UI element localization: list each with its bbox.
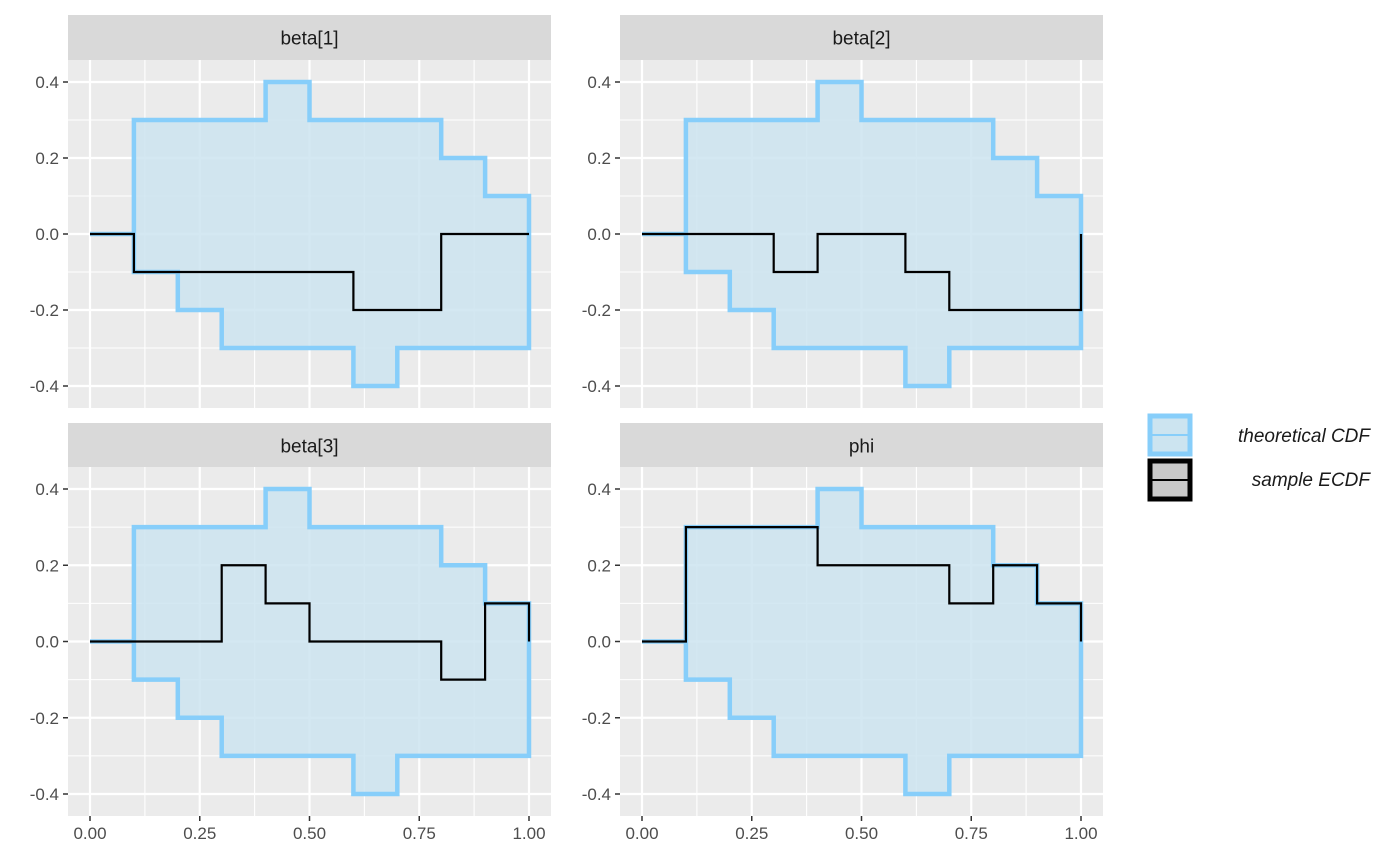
sample-ecdf-line-beta-3 bbox=[90, 564, 531, 681]
sample-ecdf-line-beta-2 bbox=[642, 232, 1083, 312]
strip-beta-2 bbox=[620, 15, 1103, 60]
x-tick-label: 0.00 bbox=[625, 824, 658, 843]
x-tick-label: 0.00 bbox=[73, 824, 106, 843]
panel-beta-1: beta[1] 0.4 0.2 0.0 -0.2 -0.4 bbox=[30, 15, 551, 408]
strip-phi bbox=[620, 423, 1103, 468]
strip-label-beta-3: beta[3] bbox=[280, 437, 338, 458]
x-tick-label: 1.00 bbox=[512, 824, 545, 843]
x-tick-label: 0.50 bbox=[845, 824, 878, 843]
sample-ecdf-line-beta-1 bbox=[90, 232, 529, 312]
y-tick-label: -0.4 bbox=[582, 785, 611, 804]
x-tick-label: 0.50 bbox=[293, 824, 326, 843]
y-tick-label: 0.4 bbox=[35, 480, 59, 499]
x-tick-label: 1.00 bbox=[1064, 824, 1097, 843]
y-tick-label: -0.2 bbox=[582, 709, 611, 728]
theoretical-cdf-band-phi bbox=[642, 486, 1084, 797]
panel-beta-2: beta[2] 0.4 0.2 0.0 -0.2 -0.4 bbox=[582, 15, 1103, 408]
legend-label-theoretical-cdf: theoretical CDF bbox=[1238, 426, 1371, 447]
y-tick-label: -0.2 bbox=[582, 301, 611, 320]
x-tick-label: 0.75 bbox=[955, 824, 988, 843]
legend-item-sample-ecdf: sample ECDF bbox=[1147, 458, 1372, 502]
panel-beta-3: beta[3] 0.4 0.2 0.0 -0.2 -0.4 0.00 0.25 0.50 0.75… bbox=[30, 423, 551, 843]
legend-label-sample-ecdf: sample ECDF bbox=[1252, 470, 1372, 491]
y-tick-label: -0.2 bbox=[30, 301, 59, 320]
y-tick-label: 0.0 bbox=[35, 225, 59, 244]
y-tick-label: 0.2 bbox=[587, 556, 611, 575]
x-tick-label: 0.75 bbox=[403, 824, 436, 843]
y-tick-label: 0.0 bbox=[587, 633, 611, 652]
y-tick-label: -0.4 bbox=[582, 377, 611, 396]
y-tick-label: -0.2 bbox=[30, 709, 59, 728]
y-tick-label: 0.2 bbox=[587, 149, 611, 168]
panels-layer: beta[1] 0.4 0.2 0.0 -0.2 -0.4 beta[2] 0.4 0.2 0.0… bbox=[30, 15, 1103, 843]
strip-label-beta-2: beta[2] bbox=[832, 29, 890, 50]
x-tick-label: 0.25 bbox=[735, 824, 768, 843]
strip-beta-3 bbox=[68, 423, 551, 468]
y-tick-label: 0.0 bbox=[587, 225, 611, 244]
y-tick-label: 0.4 bbox=[587, 73, 611, 92]
x-tick-label: 0.25 bbox=[183, 824, 216, 843]
y-tick-label: 0.2 bbox=[35, 149, 59, 168]
y-tick-label: -0.4 bbox=[30, 785, 59, 804]
sample-ecdf-line-phi bbox=[642, 526, 1083, 643]
strip-label-beta-1: beta[1] bbox=[280, 29, 338, 50]
y-tick-label: 0.4 bbox=[35, 73, 59, 92]
y-tick-label: 0.4 bbox=[587, 480, 611, 499]
y-tick-label: -0.4 bbox=[30, 377, 59, 396]
strip-beta-1 bbox=[68, 15, 551, 60]
y-tick-label: 0.2 bbox=[35, 556, 59, 575]
y-tick-label: 0.0 bbox=[35, 633, 59, 652]
legend: theoretical CDF sample ECDF bbox=[1147, 413, 1372, 502]
panel-phi: phi 0.4 0.2 0.0 -0.2 -0.4 0.00 0.25 0.50 0.75 1.00 bbox=[582, 423, 1103, 843]
legend-item-theoretical-cdf: theoretical CDF bbox=[1147, 413, 1371, 457]
strip-label-phi: phi bbox=[849, 437, 874, 458]
